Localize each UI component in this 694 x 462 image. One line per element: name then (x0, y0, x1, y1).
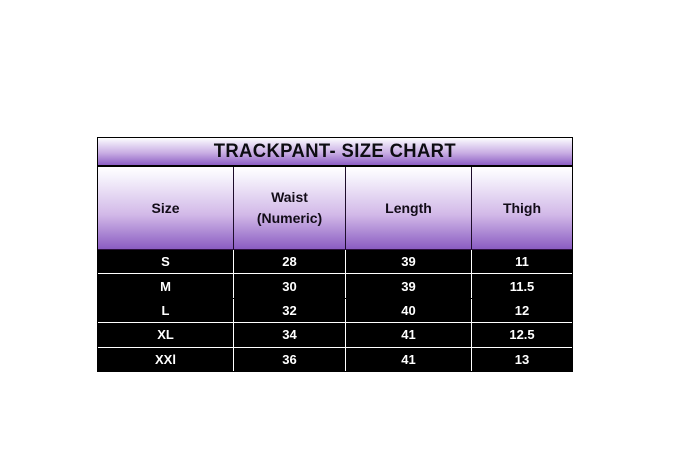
cell-waist: 32 (234, 298, 346, 323)
cell-thigh: 11.5 (509, 278, 535, 294)
cell-waist: 34 (234, 323, 346, 347)
cell-thigh: 13 (514, 351, 530, 367)
cell-size: XXl (98, 347, 234, 372)
cell-length: 39 (346, 274, 472, 298)
cell-size: S (98, 250, 234, 274)
cell-size: L (98, 298, 234, 323)
column-header-waist: Waist (Numeric) (234, 167, 346, 249)
table-header-row: Size Waist (Numeric) Length Thigh (98, 167, 572, 250)
table-body: S 28 39 11 M 30 39 11.5 L 32 40 12 XL 34… (98, 250, 572, 372)
column-header-size-label: Size (151, 199, 180, 216)
column-header-thigh-label: Thigh (502, 199, 542, 216)
column-header-size: Size (98, 167, 234, 249)
column-header-waist-label: Waist (271, 189, 308, 205)
table-row: XXl 36 41 13 (98, 347, 572, 372)
chart-title-bar: TRACKPANT- SIZE CHART (98, 138, 572, 167)
table-row: M 30 39 11.5 (98, 274, 572, 298)
cell-length: 39 (346, 250, 472, 274)
cell-length: 41 (346, 323, 472, 347)
column-header-length: Length (346, 167, 472, 249)
cell-length: 40 (346, 298, 472, 323)
cell-size: M (98, 274, 234, 298)
cell-waist: 36 (234, 347, 346, 372)
cell-thigh: 12 (514, 303, 530, 319)
cell-waist: 30 (234, 274, 346, 298)
table-row: XL 34 41 12.5 (98, 323, 572, 348)
cell-thigh: 11 (515, 254, 529, 270)
cell-waist: 28 (234, 250, 346, 274)
cell-thigh: 12.5 (509, 327, 535, 343)
column-header-waist-sublabel: (Numeric) (256, 210, 323, 226)
column-header-length-label: Length (385, 199, 432, 216)
column-header-thigh: Thigh (472, 167, 572, 249)
size-chart-table: TRACKPANT- SIZE CHART Size Waist (Numeri… (97, 137, 573, 372)
cell-size: XL (98, 323, 234, 347)
table-row: L 32 40 12 (98, 298, 572, 324)
cell-length: 41 (346, 347, 472, 372)
table-row: S 28 39 11 (98, 250, 572, 275)
chart-title: TRACKPANT- SIZE CHART (213, 140, 457, 162)
